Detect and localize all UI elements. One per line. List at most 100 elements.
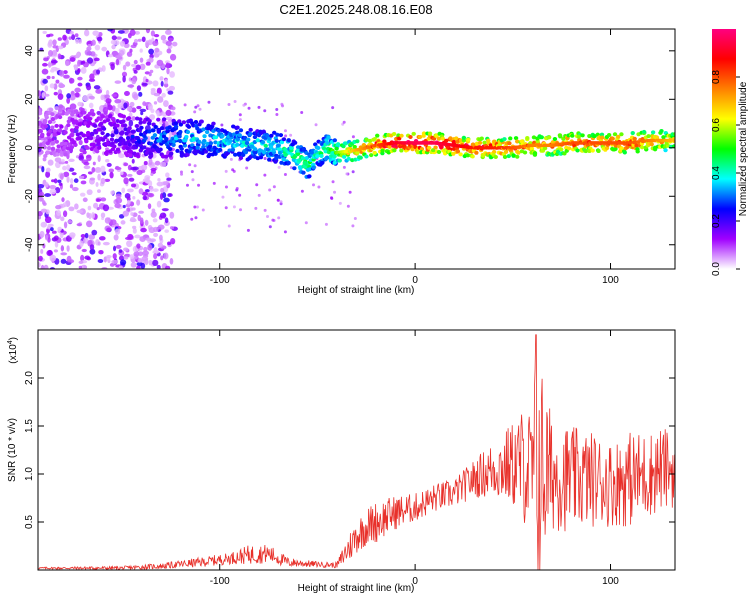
spectrogram-cell (311, 165, 316, 170)
spectrogram-cell (86, 212, 90, 218)
spectrogram-cell (106, 162, 112, 167)
spectrogram-cell (81, 133, 87, 138)
spectrogram-cell (431, 136, 437, 141)
spectrogram-cell (134, 234, 141, 239)
spectrogram-cell (149, 238, 156, 243)
spectrogram-cell (131, 158, 135, 164)
spectrogram-marks (38, 29, 675, 269)
spectrogram-cell (289, 133, 293, 137)
y-tick-label: 1.5 (24, 419, 35, 433)
spectrogram-cell (436, 150, 442, 155)
spectrogram-cell (126, 240, 133, 248)
spectrogram-cell (576, 134, 581, 139)
spectrogram-cell (202, 134, 207, 139)
spectrogram-cell (268, 225, 272, 229)
spectrogram-cell (439, 144, 444, 149)
spectrogram-cell (157, 178, 161, 182)
spectrogram-cell (98, 236, 106, 241)
spectrogram-cell (54, 157, 62, 163)
spectrogram-cell (125, 61, 131, 67)
spectrogram-y-label: Frequency (Hz) (7, 115, 18, 184)
spectrogram-cell (100, 197, 107, 202)
snr-y-label: SNR (10 * v/v) (7, 418, 18, 482)
spectrogram-cell (372, 136, 377, 141)
spectrogram-cell (40, 249, 44, 254)
spectrogram-cell (213, 135, 219, 140)
spectrogram-cell (315, 154, 320, 159)
spectrogram-cell (279, 200, 283, 204)
spectrogram-cell (71, 186, 79, 192)
y-tick-label: 0 (24, 145, 35, 151)
spectrogram-cell (83, 237, 89, 244)
spectrogram-cell (211, 121, 216, 126)
spectrogram-cell (330, 196, 334, 200)
spectrogram-cell (184, 134, 189, 139)
spectrogram-cell (263, 173, 267, 177)
y-tick-label: 1.0 (24, 467, 35, 481)
spectrogram-cell (276, 198, 280, 202)
spectrogram-cell (183, 138, 188, 143)
spectrogram-cell (145, 40, 150, 48)
spectrogram-cell (164, 120, 169, 128)
spectrogram-cell (60, 245, 64, 252)
spectrogram-cell (150, 87, 156, 92)
spectrogram-cell (309, 150, 315, 155)
spectrogram-cell (185, 152, 190, 157)
spectrogram-cell (491, 149, 497, 154)
spectrogram-cell (410, 147, 415, 152)
spectrogram-cell (38, 90, 42, 97)
spectrogram-cell (224, 206, 228, 210)
spectrogram-cell (135, 143, 140, 148)
spectrogram-cell (66, 245, 70, 252)
spectrogram-cell (64, 160, 69, 164)
spectrogram-cell (124, 236, 132, 240)
spectrogram-cell (177, 119, 182, 124)
spectrogram-cell (110, 190, 115, 195)
spectrogram-cell (249, 144, 255, 149)
spectrogram-cell (110, 219, 117, 226)
spectrogram-cell (88, 78, 96, 82)
spectrogram-cell (252, 135, 258, 140)
spectrogram-cell (507, 141, 512, 146)
spectrogram-cell (465, 153, 471, 158)
spectrogram-cell (88, 95, 95, 100)
spectrogram-cell (157, 242, 164, 248)
spectrogram-cell (125, 153, 130, 158)
spectrogram-cell (470, 154, 475, 159)
spectrogram-cell (115, 197, 123, 204)
spectrogram-cell (397, 136, 402, 141)
spectrogram-cell (652, 147, 658, 152)
spectrogram-cell (84, 49, 91, 56)
spectrogram-cell (107, 29, 113, 32)
spectrogram-cell (57, 226, 62, 232)
spectrogram-cell (443, 138, 449, 143)
spectrogram-cell (52, 39, 57, 46)
spectrogram-cell (179, 170, 183, 174)
spectrogram-cell (87, 205, 92, 211)
spectrogram-cell (186, 124, 192, 129)
spectrogram-cell (131, 129, 136, 134)
spectrogram-cell (50, 112, 55, 117)
spectrogram-cell (147, 129, 152, 134)
figure-title: C2E1.2025.248.08.16.E08 (279, 2, 432, 17)
spectrogram-cell (120, 220, 126, 225)
spectrogram-cell (57, 128, 63, 133)
spectrogram-cell (123, 162, 129, 167)
spectrogram-cell (42, 243, 46, 249)
spectrogram-cell (168, 131, 172, 138)
spectrogram-cell (375, 133, 380, 138)
spectrogram-cell (42, 157, 47, 162)
spectrogram-cell (113, 234, 119, 241)
spectrogram-cell (53, 249, 58, 253)
spectrogram-cell (154, 160, 161, 166)
spectrogram-cell (550, 140, 556, 145)
spectrogram-cell (123, 102, 128, 109)
spectrogram-cell (301, 170, 306, 175)
spectrogram-cell (40, 221, 47, 228)
spectrogram-cell (88, 234, 96, 240)
spectrogram-cell (138, 188, 144, 195)
spectrogram-cell (169, 226, 175, 230)
y-tick-label: 20 (24, 93, 35, 105)
spectrogram-cell (207, 152, 212, 157)
spectrogram-cell (168, 85, 175, 91)
